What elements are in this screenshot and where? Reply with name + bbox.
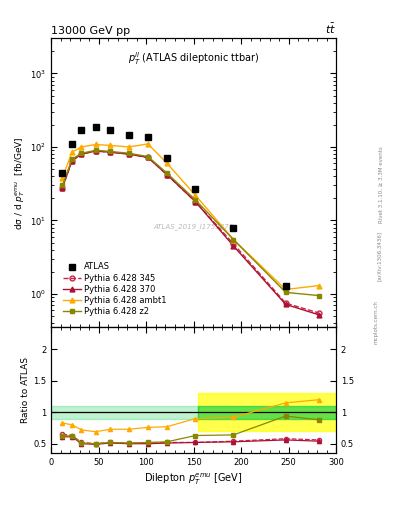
Pythia 6.428 z2: [165, 170, 169, 176]
Pythia 6.428 370: [79, 151, 84, 157]
Pythia 6.428 z2: [60, 182, 65, 188]
Pythia 6.428 ambt1: [70, 149, 74, 155]
ATLAS: [165, 155, 169, 161]
ATLAS: [94, 124, 98, 131]
Text: mcplots.cern.ch: mcplots.cern.ch: [374, 301, 379, 345]
Pythia 6.428 ambt1: [165, 160, 169, 166]
Pythia 6.428 z2: [94, 147, 98, 154]
Text: [arXiv:1306.3436]: [arXiv:1306.3436]: [377, 231, 382, 281]
Pythia 6.428 370: [165, 172, 169, 178]
Pythia 6.428 ambt1: [145, 141, 150, 147]
Text: 13000 GeV pp: 13000 GeV pp: [51, 26, 130, 36]
Pythia 6.428 z2: [127, 150, 131, 156]
Pythia 6.428 ambt1: [127, 144, 131, 150]
Pythia 6.428 ambt1: [108, 142, 112, 148]
Pythia 6.428 z2: [79, 150, 84, 156]
ATLAS: [127, 132, 131, 138]
Pythia 6.428 345: [127, 151, 131, 157]
Pythia 6.428 z2: [317, 292, 321, 298]
Pythia 6.428 ambt1: [94, 141, 98, 147]
ATLAS: [193, 186, 198, 192]
Pythia 6.428 370: [231, 243, 236, 249]
Line: Pythia 6.428 370: Pythia 6.428 370: [60, 148, 321, 317]
Pythia 6.428 345: [79, 151, 84, 157]
Pythia 6.428 z2: [193, 197, 198, 203]
Pythia 6.428 ambt1: [79, 144, 84, 150]
Pythia 6.428 370: [283, 302, 288, 308]
Pythia 6.428 345: [317, 310, 321, 316]
Y-axis label: Ratio to ATLAS: Ratio to ATLAS: [21, 357, 30, 423]
Pythia 6.428 345: [60, 184, 65, 190]
Legend: ATLAS, Pythia 6.428 345, Pythia 6.428 370, Pythia 6.428 ambt1, Pythia 6.428 z2: ATLAS, Pythia 6.428 345, Pythia 6.428 37…: [61, 261, 169, 317]
Pythia 6.428 345: [283, 300, 288, 306]
Line: Pythia 6.428 z2: Pythia 6.428 z2: [61, 148, 321, 297]
ATLAS: [231, 224, 236, 230]
Pythia 6.428 370: [193, 199, 198, 205]
Line: ATLAS: ATLAS: [59, 124, 289, 289]
Pythia 6.428 370: [108, 149, 112, 155]
ATLAS: [60, 170, 65, 176]
Pythia 6.428 z2: [70, 156, 74, 162]
Pythia 6.428 370: [60, 184, 65, 190]
Text: $t\bar{t}$: $t\bar{t}$: [325, 22, 336, 36]
Text: $p_T^{ll}$ (ATLAS dileptonic ttbar): $p_T^{ll}$ (ATLAS dileptonic ttbar): [128, 50, 259, 67]
Pythia 6.428 ambt1: [283, 286, 288, 292]
Pythia 6.428 z2: [231, 237, 236, 243]
Y-axis label: dσ / d $p_T^{emu}$  [fb/GeV]: dσ / d $p_T^{emu}$ [fb/GeV]: [14, 136, 28, 230]
ATLAS: [145, 134, 150, 140]
Pythia 6.428 345: [193, 199, 198, 205]
ATLAS: [283, 283, 288, 289]
Pythia 6.428 370: [70, 158, 74, 164]
Pythia 6.428 370: [127, 151, 131, 157]
Pythia 6.428 z2: [145, 154, 150, 160]
Pythia 6.428 345: [165, 172, 169, 178]
Pythia 6.428 345: [108, 149, 112, 155]
Pythia 6.428 345: [231, 241, 236, 247]
ATLAS: [108, 127, 112, 133]
Pythia 6.428 ambt1: [60, 175, 65, 181]
Pythia 6.428 ambt1: [317, 283, 321, 289]
Line: Pythia 6.428 345: Pythia 6.428 345: [60, 148, 321, 315]
Text: ATLAS_2019_I1759875: ATLAS_2019_I1759875: [153, 223, 234, 230]
Pythia 6.428 z2: [283, 289, 288, 295]
ATLAS: [79, 127, 84, 133]
Pythia 6.428 ambt1: [193, 192, 198, 198]
Pythia 6.428 370: [145, 155, 150, 161]
Pythia 6.428 z2: [108, 148, 112, 155]
Pythia 6.428 345: [70, 158, 74, 164]
ATLAS: [70, 141, 74, 147]
Pythia 6.428 345: [145, 155, 150, 161]
X-axis label: Dilepton $p_T^{emu}$ [GeV]: Dilepton $p_T^{emu}$ [GeV]: [144, 471, 243, 486]
Pythia 6.428 ambt1: [231, 237, 236, 243]
Pythia 6.428 345: [94, 148, 98, 154]
Text: Rivet 3.1.10, ≥ 3.3M events: Rivet 3.1.10, ≥ 3.3M events: [379, 146, 384, 223]
Line: Pythia 6.428 ambt1: Pythia 6.428 ambt1: [60, 141, 321, 292]
Pythia 6.428 370: [94, 148, 98, 154]
Pythia 6.428 370: [317, 312, 321, 318]
